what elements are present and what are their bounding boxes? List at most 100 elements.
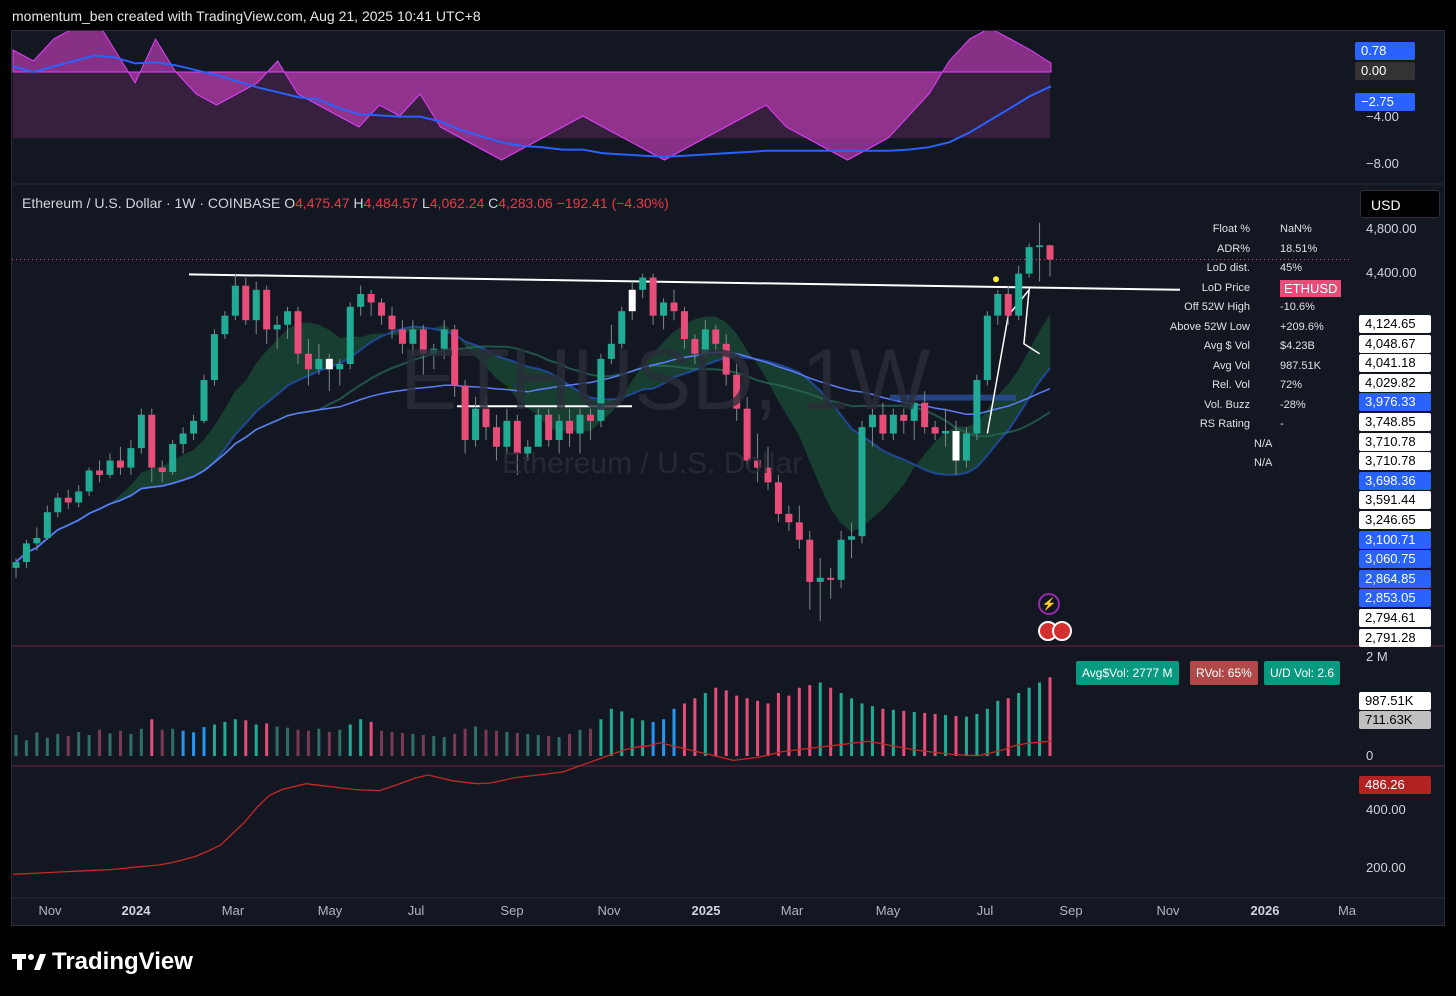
price-level-badge: 4,048.67 <box>1359 334 1431 353</box>
candle-body <box>252 289 260 321</box>
price-axis-label-2: 4,400.00 <box>1366 265 1417 280</box>
candle-body <box>346 306 354 365</box>
volume-bar <box>380 730 384 756</box>
candle-body <box>722 343 730 375</box>
volume-bar <box>474 726 478 756</box>
legend-symbol: Ethereum / U.S. Dollar · 1W · COINBASE <box>22 195 281 211</box>
volume-bar <box>641 720 645 756</box>
volume-bar <box>902 710 906 756</box>
price-level-badge: 4,041.18 <box>1359 354 1431 373</box>
stats-row: RS Rating - <box>1182 418 1352 438</box>
volume-bar <box>171 728 175 756</box>
volume-bar <box>77 731 81 756</box>
ma50-line <box>15 351 1051 563</box>
volume-bar <box>160 729 164 756</box>
price-level-badge: 3,060.75 <box>1359 550 1431 569</box>
candle-body <box>398 329 406 344</box>
candle-body <box>712 329 720 344</box>
candle-body <box>868 414 876 428</box>
stats-row: Rel. Vol 72% <box>1182 379 1352 399</box>
rs-badge: 486.26 <box>1359 776 1431 794</box>
candle-body <box>607 343 615 359</box>
candle-body <box>827 577 835 580</box>
ud-vol-stat: U/D Vol: 2.6 <box>1264 661 1341 685</box>
candle-body <box>545 414 553 441</box>
osc-badge-zero: 0.00 <box>1355 62 1415 80</box>
attribution-text: momentum_ben created with TradingView.co… <box>12 8 481 24</box>
candle-body <box>670 302 678 312</box>
volume-bar <box>1038 682 1042 756</box>
volume-bar <box>212 724 216 756</box>
volume-bar <box>275 726 279 756</box>
candle-body <box>566 420 574 434</box>
time-axis-label: Mar <box>780 903 804 918</box>
candle-body <box>618 311 626 344</box>
resistance-trendline <box>188 273 1181 291</box>
volume-bar <box>348 724 352 756</box>
candle-body <box>534 414 542 447</box>
volume-bar <box>787 695 791 756</box>
stats-value: 987.51K <box>1280 359 1321 372</box>
time-axis-label: 2026 <box>1250 903 1280 918</box>
volume-bar <box>860 703 864 756</box>
volume-bar <box>254 724 258 756</box>
candle-body <box>994 293 1002 316</box>
time-axis-label: Sep <box>500 903 524 918</box>
chart-container[interactable]: ETHUSD, 1W Ethereum / U.S. Dollar Ethere… <box>11 30 1445 926</box>
candle-body <box>357 293 365 307</box>
volume-bar <box>745 698 749 756</box>
time-axis-label: Nov <box>1156 903 1180 918</box>
volume-bar <box>484 729 488 756</box>
volume-bar <box>912 711 916 756</box>
volume-bar <box>494 730 498 756</box>
stats-key: Off 52W High <box>1184 301 1250 313</box>
candle-body <box>85 470 93 492</box>
volume-bar <box>453 733 457 756</box>
volume-bar <box>693 698 697 756</box>
volume-bar <box>870 706 874 756</box>
price-axis-label-1: 4,800.00 <box>1366 221 1417 236</box>
volume-badge-avg: 987.51K <box>1359 692 1431 710</box>
candle-body <box>325 358 333 370</box>
volume-bar <box>557 737 561 756</box>
stats-value: 45% <box>1280 262 1303 274</box>
stats-value: -10.6% <box>1280 301 1315 313</box>
volume-bar <box>944 715 948 756</box>
candle-body <box>1025 247 1033 274</box>
price-level-badge: 2,791.28 <box>1359 628 1431 647</box>
stats-value: ETHUSD <box>1280 279 1342 297</box>
candle-body <box>482 408 490 428</box>
candle-body <box>116 460 124 468</box>
volume-bar <box>442 737 446 756</box>
volume-bar <box>108 733 112 756</box>
us-flag-event-icon-2[interactable] <box>1052 621 1072 641</box>
volume-bar <box>45 737 49 756</box>
volume-bar <box>327 731 331 756</box>
volume-bar <box>808 685 812 756</box>
candle-body <box>451 329 459 386</box>
volume-bar <box>588 728 592 756</box>
tradingview-brand: TradingView <box>52 948 193 975</box>
legend-low-value: 4,062.24 <box>429 195 485 211</box>
candle-body <box>22 543 30 563</box>
candle-body <box>190 420 198 434</box>
chart-canvas[interactable] <box>12 31 1445 926</box>
volume-bar <box>139 728 143 756</box>
candle-body <box>294 311 302 354</box>
marker-dot <box>993 276 999 283</box>
candle-body <box>242 285 250 321</box>
stats-key: Rel. Vol <box>1212 379 1250 391</box>
currency-button[interactable]: USD <box>1360 190 1440 218</box>
stats-key: LoD dist. <box>1206 262 1250 274</box>
volume-bar <box>672 708 676 756</box>
stats-row: Avg $ Vol $4.23B <box>1182 340 1352 360</box>
volume-bar <box>703 693 707 756</box>
price-level-badge: 3,976.33 <box>1359 393 1431 412</box>
volume-bar <box>66 736 70 756</box>
volume-bar <box>756 700 760 756</box>
stats-key: Avg $ Vol <box>1203 340 1250 352</box>
stats-key: ADR% <box>1216 242 1250 255</box>
volume-bar <box>682 703 686 756</box>
lightning-event-icon[interactable]: ⚡ <box>1038 593 1060 615</box>
volume-bar <box>526 733 530 756</box>
